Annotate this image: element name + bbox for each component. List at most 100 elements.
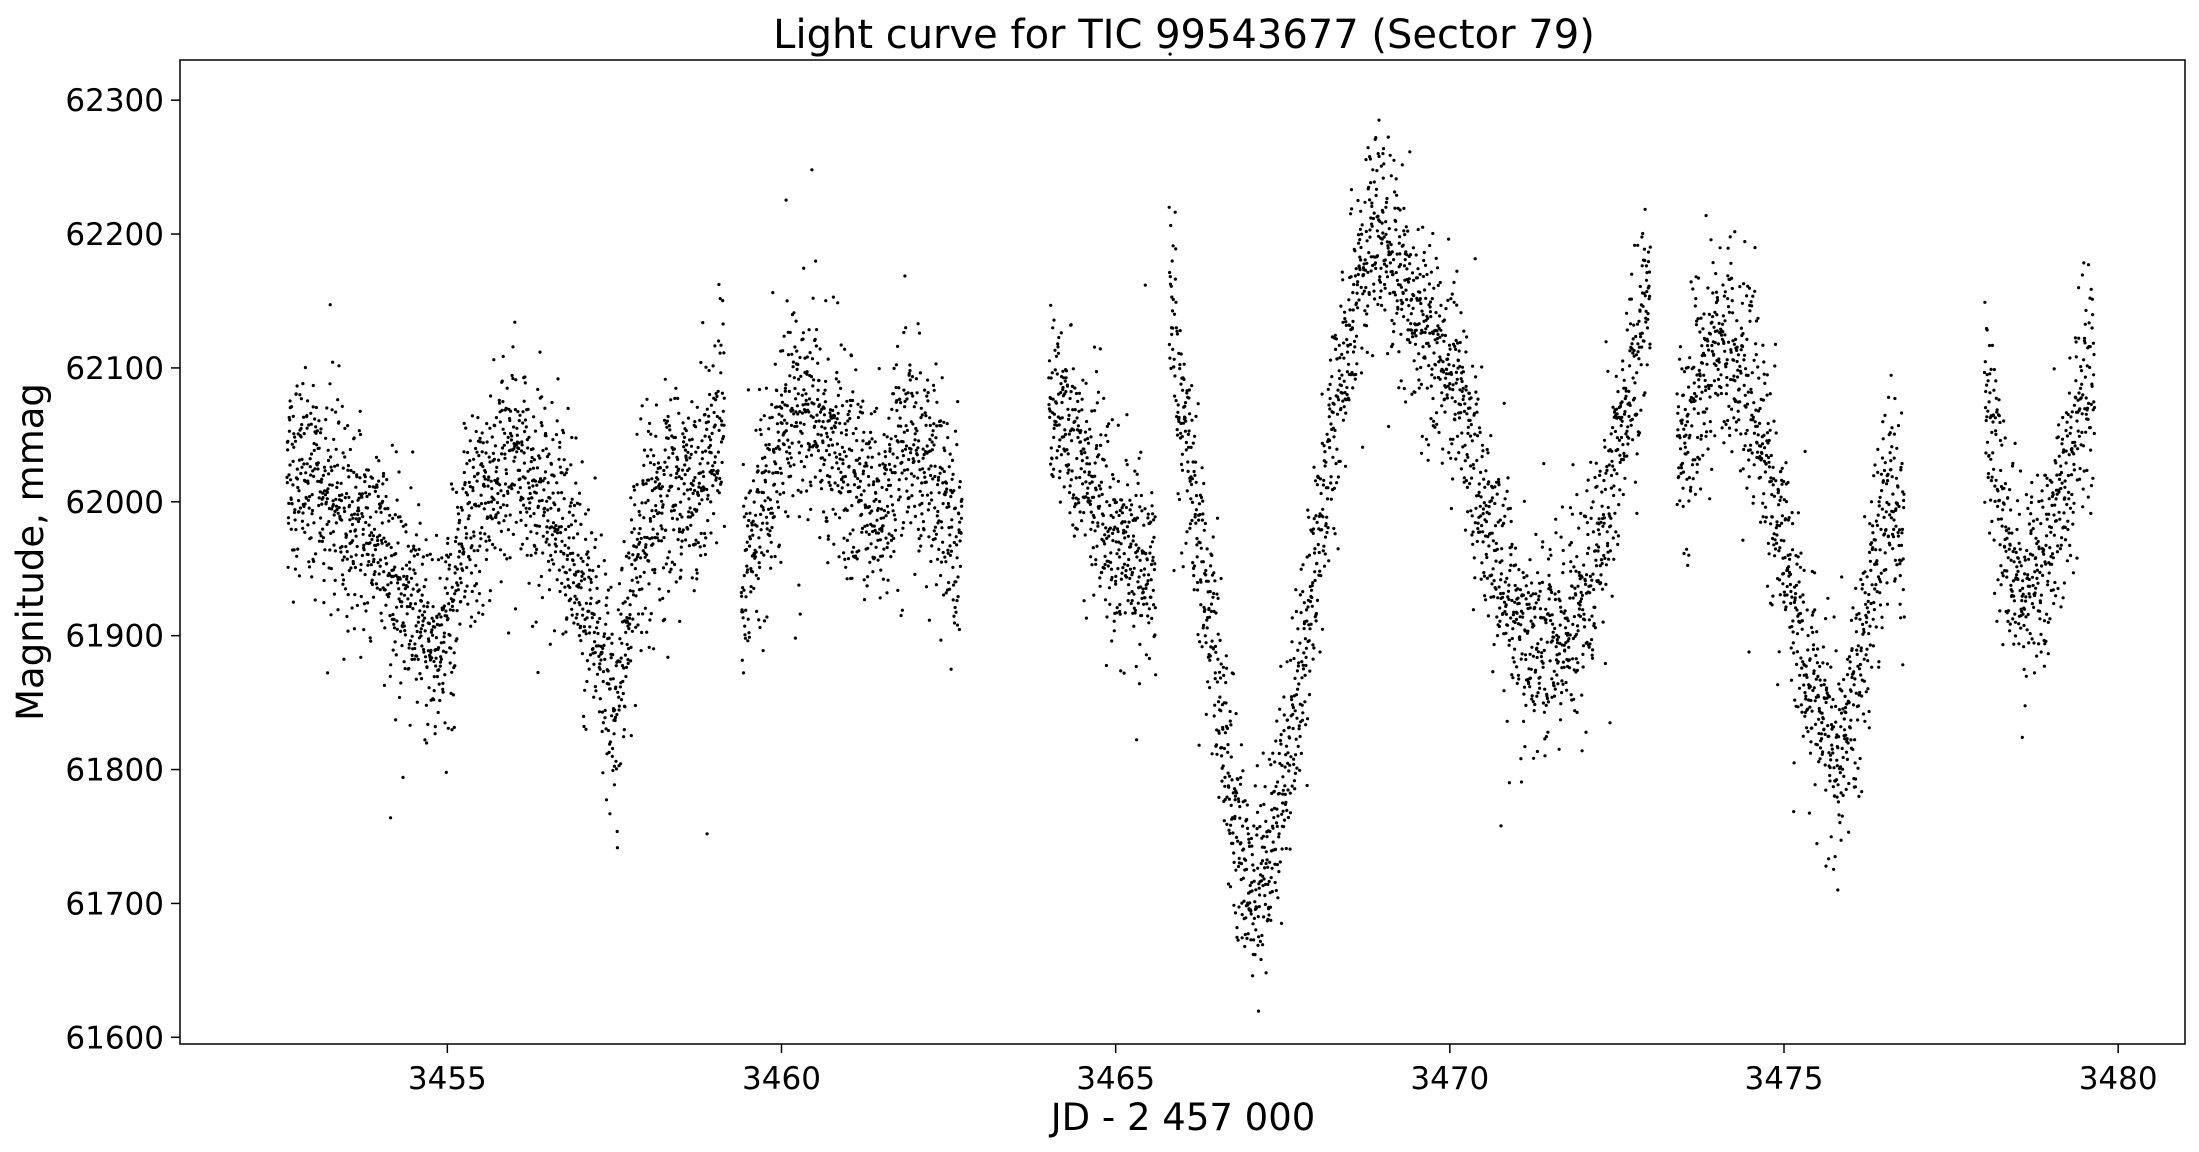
data-point [677, 467, 681, 471]
data-point [1513, 583, 1517, 588]
data-point [1172, 568, 1176, 573]
data-point [484, 557, 488, 562]
data-point [1365, 312, 1369, 316]
data-point [1515, 665, 1519, 669]
data-point [558, 589, 562, 594]
data-point [662, 472, 666, 477]
data-point [1295, 716, 1299, 720]
data-point [1213, 671, 1217, 675]
data-point [742, 574, 746, 578]
data-point [1329, 422, 1333, 426]
data-point [887, 462, 892, 466]
data-point [818, 469, 822, 473]
data-point [1244, 867, 1249, 872]
data-point [1417, 322, 1421, 326]
data-point [1399, 379, 1403, 383]
data-point [717, 491, 721, 495]
data-point [466, 517, 470, 521]
data-point [780, 421, 784, 425]
data-point [1406, 280, 1411, 284]
data-point [816, 361, 820, 365]
data-point [1295, 766, 1299, 770]
data-point [1460, 365, 1465, 369]
data-point [822, 413, 827, 417]
data-point [1053, 348, 1057, 352]
data-point [1267, 913, 1271, 917]
data-point [1423, 330, 1427, 335]
data-point [1226, 882, 1231, 886]
data-point [1191, 566, 1196, 571]
data-point [1193, 512, 1197, 517]
data-point [779, 560, 783, 564]
data-point [498, 483, 502, 487]
data-point [1120, 571, 1124, 575]
data-point [668, 570, 672, 574]
data-point [1139, 450, 1143, 454]
data-point [300, 457, 304, 461]
data-point [604, 798, 609, 802]
data-point [699, 553, 703, 558]
data-point [934, 436, 938, 440]
data-point [403, 667, 407, 671]
data-point [534, 491, 538, 495]
data-point [683, 463, 687, 467]
data-point [1447, 343, 1452, 347]
data-point [1353, 249, 1357, 253]
data-point [1269, 876, 1273, 880]
data-point [1517, 677, 1521, 681]
data-point [1070, 384, 1074, 388]
data-point [378, 564, 382, 568]
data-point [1076, 399, 1080, 403]
data-point [1565, 688, 1569, 692]
data-point [778, 466, 782, 470]
data-point [1146, 512, 1150, 516]
data-point [523, 375, 527, 379]
data-point [1122, 552, 1126, 556]
data-point [326, 448, 330, 452]
data-point [845, 508, 849, 512]
data-point [1427, 282, 1431, 286]
data-point [414, 677, 418, 681]
data-point [1438, 377, 1442, 381]
data-point [1246, 903, 1250, 907]
data-point [442, 604, 446, 608]
data-point [1288, 736, 1292, 740]
data-point [1221, 665, 1225, 669]
data-point [298, 506, 302, 510]
data-point [537, 583, 541, 587]
data-point [1497, 483, 1501, 487]
data-point [800, 393, 804, 397]
data-point [1491, 539, 1495, 543]
data-point [341, 466, 345, 470]
data-point [857, 485, 862, 489]
data-point [351, 516, 355, 520]
data-point [484, 539, 488, 543]
data-point [766, 496, 770, 500]
data-point [959, 516, 964, 520]
data-point [1204, 568, 1208, 573]
data-point [1089, 435, 1093, 439]
data-point [1193, 515, 1197, 519]
data-point [456, 527, 460, 531]
data-point [1328, 382, 1332, 386]
data-point [921, 467, 925, 471]
data-point [407, 642, 411, 646]
data-point [1359, 258, 1363, 262]
data-point [1551, 622, 1555, 626]
data-point [1550, 677, 1554, 681]
data-point [1299, 567, 1303, 571]
data-point [841, 462, 845, 466]
data-point [920, 481, 924, 485]
data-point [794, 421, 798, 425]
data-point [1281, 788, 1285, 792]
data-point [1215, 680, 1219, 684]
data-point [661, 566, 666, 570]
data-point [1559, 702, 1563, 706]
data-point [1073, 386, 1077, 390]
data-point [1473, 432, 1477, 436]
data-point [628, 622, 632, 626]
data-point [670, 560, 674, 564]
data-point [867, 505, 872, 509]
data-point [1090, 409, 1094, 413]
data-point [796, 488, 800, 492]
